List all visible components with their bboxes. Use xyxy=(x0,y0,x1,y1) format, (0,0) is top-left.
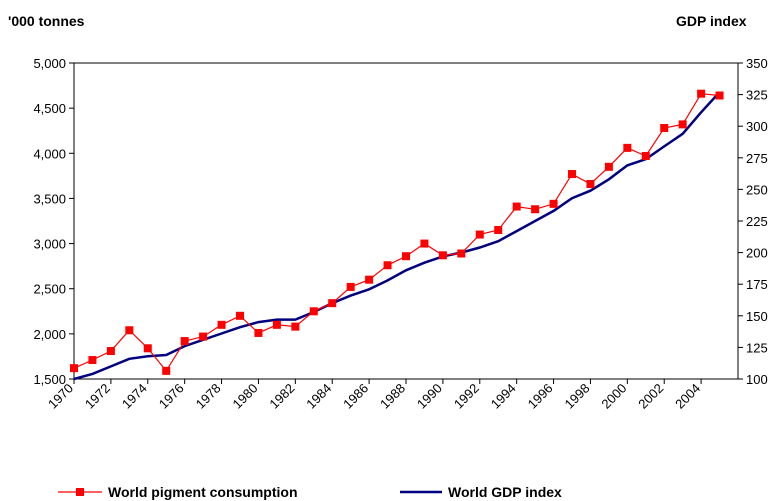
x-axis-tick-label: 2000 xyxy=(598,381,629,412)
left-axis-tick-label: 5,000 xyxy=(33,56,66,71)
right-axis-tick-label: 150 xyxy=(746,309,768,324)
pigment-point xyxy=(180,337,189,346)
left-axis: 1,500 2,000 2,500 3,000 3,500 4,000 4,500 5,000 xyxy=(33,56,74,387)
x-axis-tick-label: 1998 xyxy=(562,381,593,412)
x-axis-tick-label: 1992 xyxy=(451,381,482,412)
pigment-point xyxy=(715,91,724,100)
right-axis-tick-label: 175 xyxy=(746,277,768,292)
right-axis-tick-label: 275 xyxy=(746,151,768,166)
legend-gdp-label: World GDP index xyxy=(448,484,562,500)
pigment-point xyxy=(697,89,706,98)
pigment-point xyxy=(512,202,521,211)
pigment-point xyxy=(291,322,300,331)
pigment-point xyxy=(438,251,447,260)
pigment-point xyxy=(365,275,374,284)
left-axis-tick-label: 2,000 xyxy=(33,327,66,342)
right-axis-tick-label: 250 xyxy=(746,182,768,197)
pigment-point xyxy=(328,299,337,308)
x-axis-tick-label: 1978 xyxy=(193,381,224,412)
pigment-point xyxy=(641,151,650,160)
pigment-point xyxy=(236,311,244,320)
right-axis-title: GDP index xyxy=(676,13,747,29)
pigment-point xyxy=(217,320,226,329)
left-axis-tick-label: 4,000 xyxy=(33,146,66,161)
left-axis-title: '000 tonnes xyxy=(8,13,85,29)
series-world-gdp-index xyxy=(73,91,721,381)
pigment-point xyxy=(402,252,410,261)
pigment-point xyxy=(106,347,115,356)
x-axis-tick-label: 1972 xyxy=(82,381,113,412)
plot-area xyxy=(73,62,739,380)
right-axis-tick-label: 225 xyxy=(746,214,768,229)
left-axis-tick-label: 3,500 xyxy=(33,191,66,206)
x-axis-tick-label: 1974 xyxy=(119,381,150,412)
pigment-point xyxy=(88,356,97,365)
pigment-point xyxy=(383,261,392,270)
right-axis-tick-label: 300 xyxy=(746,119,768,134)
pigment-point xyxy=(162,366,171,375)
pigment-point xyxy=(678,120,687,129)
pigment-point xyxy=(531,205,540,214)
right-axis-tick-label: 200 xyxy=(746,246,768,261)
pigment-point xyxy=(125,326,134,335)
right-axis-tick-label: 350 xyxy=(746,56,768,71)
right-axis: 100 125 150 175 200 225 250 275 300 325 350 xyxy=(738,56,768,387)
pigment-point xyxy=(70,364,78,373)
pigment-point xyxy=(199,332,208,341)
x-axis-tick-label: 1980 xyxy=(230,381,261,412)
pigment-point xyxy=(568,170,576,179)
left-axis-tick-label: 3,000 xyxy=(33,237,66,252)
gdp-line xyxy=(73,91,721,381)
left-axis-tick-label: 4,500 xyxy=(33,101,66,116)
x-axis-tick-label: 2004 xyxy=(672,381,703,412)
pigment-point xyxy=(623,143,632,152)
right-axis-tick-label: 100 xyxy=(746,372,768,387)
pigment-point xyxy=(143,344,152,353)
pigment-point xyxy=(346,282,355,291)
pigment-point xyxy=(457,249,466,258)
pigment-point xyxy=(494,226,503,235)
left-axis-tick-label: 1,500 xyxy=(33,372,66,387)
x-axis-tick-label: 1976 xyxy=(156,381,187,412)
pigment-point xyxy=(660,124,669,133)
x-axis-tick-label: 1986 xyxy=(340,381,371,412)
x-axis-tick-label: 1984 xyxy=(303,381,334,412)
series-world-pigment-consumption xyxy=(70,89,724,375)
left-axis-tick-label: 2,500 xyxy=(33,282,66,297)
pigment-point xyxy=(309,307,318,316)
x-axis-tick-label: 1982 xyxy=(266,381,297,412)
pigment-point xyxy=(475,230,484,239)
legend: World pigment consumption World GDP index xyxy=(58,484,562,500)
pigment-point xyxy=(420,239,429,248)
x-axis-tick-label: 1990 xyxy=(414,381,445,412)
right-axis-tick-label: 325 xyxy=(746,88,768,103)
right-axis-tick-label: 125 xyxy=(746,340,768,355)
x-axis: 1970 1972 1974 1976 1978 1980 1982 1984 1986 1988… xyxy=(45,379,703,412)
pigment-point xyxy=(604,162,613,171)
x-axis-tick-label: 1994 xyxy=(488,381,519,412)
pigment-point xyxy=(254,328,263,337)
legend-pigment-label: World pigment consumption xyxy=(108,484,298,500)
x-axis-tick-label: 2002 xyxy=(635,381,666,412)
x-axis-tick-label: 1988 xyxy=(377,381,408,412)
x-axis-tick-label: 1996 xyxy=(525,381,556,412)
pigment-point xyxy=(549,199,558,208)
legend-pigment-marker xyxy=(76,488,84,496)
pigment-point xyxy=(586,179,595,188)
pigment-point xyxy=(272,320,281,329)
